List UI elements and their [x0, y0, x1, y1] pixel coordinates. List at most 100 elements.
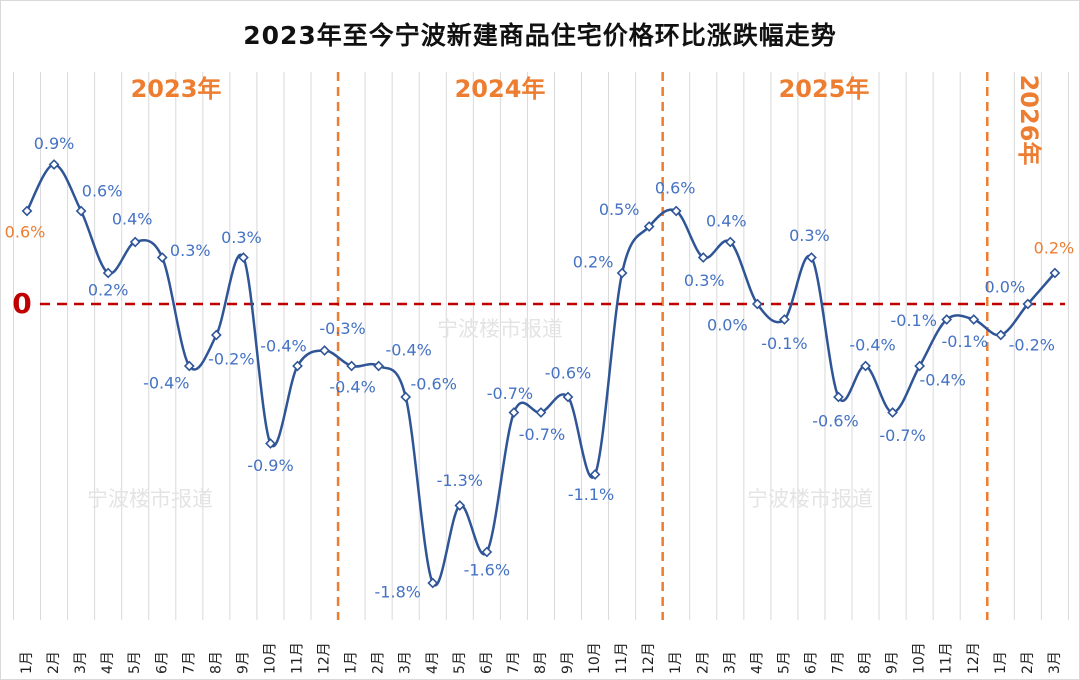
x-tick-label: 2月 — [46, 651, 62, 674]
data-label: -0.1% — [761, 334, 807, 353]
data-point-marker — [643, 221, 655, 232]
x-tick-label: 2月 — [695, 651, 711, 674]
data-point-marker — [914, 360, 926, 372]
data-point-marker — [968, 314, 980, 325]
data-label: -0.6% — [410, 375, 456, 394]
watermark: 宁波楼市报道 — [87, 487, 213, 511]
data-label: 0.4% — [706, 212, 747, 231]
data-label: -0.7% — [519, 425, 565, 444]
data-label: -0.6% — [545, 364, 591, 383]
data-point-marker — [887, 407, 898, 418]
x-tick-label: 3月 — [73, 651, 89, 674]
data-point-marker — [48, 159, 60, 170]
data-label: -0.4% — [143, 374, 189, 393]
data-point-marker — [265, 438, 276, 449]
data-point-marker — [75, 205, 87, 217]
data-label: -1.3% — [437, 471, 483, 490]
x-tick-label: 3月 — [722, 651, 738, 674]
year-label: 2026年 — [1015, 75, 1043, 166]
data-point-marker — [21, 205, 33, 217]
x-tick-label: 8月 — [533, 651, 549, 674]
data-point-marker — [697, 252, 709, 263]
data-label: -0.9% — [247, 456, 293, 475]
data-label: 0.2% — [1034, 239, 1075, 258]
data-point-marker — [806, 252, 817, 263]
x-tick-label: 12月 — [317, 642, 333, 674]
data-point-marker — [562, 391, 574, 403]
x-tick-label: 8月 — [858, 651, 874, 674]
data-point-marker — [210, 329, 222, 341]
data-point-marker — [373, 360, 385, 372]
data-point-marker — [941, 314, 953, 325]
data-point-marker — [751, 298, 763, 310]
x-tick-label: 11月 — [290, 642, 306, 674]
x-tick-label: 4月 — [100, 651, 116, 674]
data-label: 0.0% — [985, 278, 1026, 297]
data-label: -0.7% — [879, 426, 925, 445]
data-label: 0.3% — [221, 228, 262, 247]
year-label: 2025年 — [779, 75, 870, 103]
x-tick-label: 9月 — [560, 651, 576, 674]
data-label: 0.0% — [707, 316, 748, 335]
data-point-marker — [346, 360, 357, 372]
x-tick-label: 12月 — [641, 642, 657, 674]
watermark: 宁波楼市报道 — [437, 317, 563, 341]
data-point-marker — [156, 252, 168, 263]
x-tick-label: 10月 — [262, 642, 278, 674]
data-point-marker — [508, 407, 520, 418]
x-tick-label: 5月 — [127, 651, 143, 674]
data-label: 0.2% — [573, 253, 614, 272]
data-label: -0.4% — [919, 371, 965, 390]
data-point-marker — [1049, 267, 1061, 279]
data-label: 0.3% — [170, 241, 211, 260]
x-tick-label: 6月 — [154, 651, 170, 674]
data-point-marker — [779, 314, 790, 325]
x-tick-label: 5月 — [452, 651, 468, 674]
x-tick-label: 1月 — [19, 651, 35, 674]
zero-axis-label: 0 — [12, 287, 31, 320]
data-label: 0.6% — [5, 223, 46, 242]
data-label: -0.4% — [260, 337, 306, 356]
data-label: -0.6% — [812, 412, 858, 431]
x-tick-label: 5月 — [776, 651, 792, 674]
data-point-marker — [238, 252, 249, 263]
data-point-marker — [454, 500, 466, 511]
chart-title: 2023年至今宁波新建商品住宅价格环比涨跌幅走势 — [243, 21, 837, 50]
data-label: -1.8% — [375, 583, 421, 602]
x-tick-label: 2月 — [371, 651, 387, 674]
data-point-marker — [400, 391, 412, 403]
data-label: -0.4% — [385, 341, 431, 360]
x-tick-label: 10月 — [912, 642, 928, 674]
data-point-marker — [616, 267, 628, 279]
x-tick-label: 2月 — [1020, 651, 1036, 674]
x-tick-label: 7月 — [831, 651, 847, 674]
x-tick-label: 1月 — [668, 651, 684, 674]
x-tick-label: 10月 — [587, 642, 603, 674]
data-point-marker — [129, 236, 141, 248]
data-point-marker — [860, 360, 871, 372]
x-tick-label: 9月 — [235, 651, 251, 674]
data-point-marker — [535, 407, 547, 418]
x-tick-label: 7月 — [506, 651, 522, 674]
x-tick-label: 3月 — [398, 651, 414, 674]
data-point-marker — [319, 345, 330, 356]
data-label: 0.4% — [112, 210, 153, 229]
data-label: 0.5% — [599, 200, 640, 219]
data-label: -0.7% — [487, 384, 533, 403]
data-label: -1.1% — [568, 485, 614, 504]
data-label: 0.3% — [789, 226, 830, 245]
x-tick-label: 6月 — [479, 651, 495, 674]
data-point-marker — [724, 236, 736, 248]
data-label: -0.1% — [942, 332, 988, 351]
x-tick-label: 12月 — [966, 642, 982, 674]
data-point-marker — [589, 469, 601, 480]
data-label: -1.6% — [464, 561, 510, 580]
x-tick-label: 11月 — [939, 642, 955, 674]
data-label: -0.1% — [890, 311, 936, 330]
data-point-marker — [1022, 298, 1034, 310]
x-tick-label: 1月 — [344, 651, 360, 674]
data-label: -0.4% — [329, 378, 375, 397]
data-label: 0.6% — [82, 182, 123, 201]
data-point-marker — [102, 267, 114, 279]
